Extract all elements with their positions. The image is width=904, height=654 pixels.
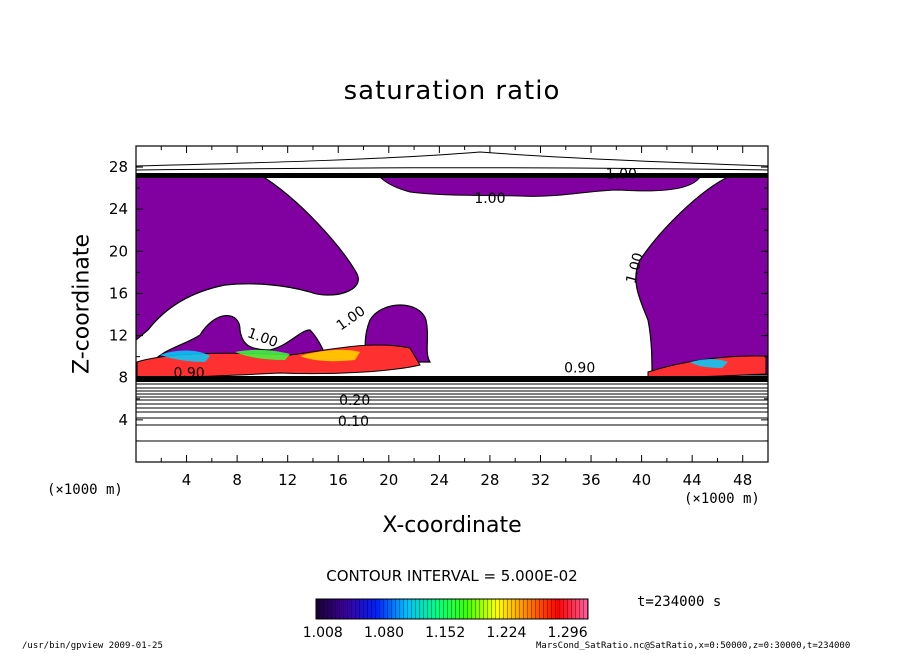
x-tick-label: 36 — [581, 471, 600, 489]
y-tick-label: 24 — [109, 200, 128, 218]
x-axis-label: X-coordinate — [382, 513, 522, 538]
contour-label: 0.20 — [339, 393, 370, 409]
y-tick-label: 16 — [109, 284, 128, 302]
y-tick-label: 20 — [109, 242, 128, 260]
supersat-region-top — [378, 176, 701, 197]
y-tick-label: 4 — [118, 411, 128, 429]
cloud-band-left-green — [235, 349, 290, 360]
contour-label: 1.00 — [474, 191, 505, 207]
x-tick-label: 8 — [232, 471, 242, 489]
cloud-band-right-cyan — [690, 359, 728, 368]
contour-label: 1.00 — [334, 303, 369, 334]
x-tick-label: 12 — [278, 471, 297, 489]
colorbar-tick-label: 1.296 — [548, 625, 588, 641]
cloud-band-left-cyan — [160, 350, 210, 362]
y-tick-label: 28 — [109, 158, 128, 176]
y-tick-label: 12 — [109, 327, 128, 345]
contour-interval-label: CONTOUR INTERVAL = 5.000E-02 — [326, 567, 578, 585]
lower-contour-lines — [136, 377, 768, 442]
colorbar-tick-label: 1.008 — [303, 625, 343, 641]
colorbar-tick-label: 1.080 — [364, 625, 404, 641]
x-tick-label: 48 — [733, 471, 752, 489]
plot-frame — [135, 145, 769, 463]
top-boundary-band — [136, 173, 768, 178]
contour-label: 1.00 — [606, 167, 637, 183]
colorbar-stripes — [316, 599, 588, 619]
lower-dark-band — [136, 376, 768, 382]
cloud-band-left-yellow — [300, 349, 360, 362]
x-tick-label: 44 — [683, 471, 702, 489]
contour-label: 0.90 — [564, 360, 595, 376]
plot-content — [136, 151, 768, 442]
x-tick-label: 16 — [329, 471, 348, 489]
x-tick-label: 24 — [430, 471, 449, 489]
x-tick-label: 4 — [182, 471, 192, 489]
x-tick-label: 32 — [531, 471, 550, 489]
upper-contour-lines — [136, 151, 768, 171]
x-unit-label-left: (×1000 m) — [47, 482, 123, 498]
x-tick-label: 20 — [379, 471, 398, 489]
colorbar-ticks: 1.008 1.080 1.152 1.224 1.296 — [303, 625, 588, 641]
footer-right: MarsCond_SatRatio.nc@SatRatio,x=0:50000,… — [536, 641, 851, 651]
contour-label: 1.00 — [623, 251, 647, 285]
chart-title: saturation ratio — [343, 76, 561, 106]
supersat-region-right — [635, 175, 768, 376]
x-tick-label: 28 — [480, 471, 499, 489]
colorbar-tick-label: 1.152 — [425, 625, 465, 641]
footer-left: /usr/bin/gpview 2009-01-25 — [22, 641, 163, 651]
colorbar-tick-label: 1.224 — [486, 625, 526, 641]
time-label: t=234000 s — [637, 594, 722, 610]
contour-label: 0.90 — [174, 366, 205, 382]
supersat-region-left — [136, 175, 359, 341]
x-unit-label-right: (×1000 m) — [684, 491, 760, 507]
y-axis-label: Z-coordinate — [69, 234, 95, 374]
contour-label: 0.10 — [338, 414, 369, 430]
x-tick-label: 40 — [632, 471, 651, 489]
y-tick-label: 8 — [118, 369, 128, 387]
